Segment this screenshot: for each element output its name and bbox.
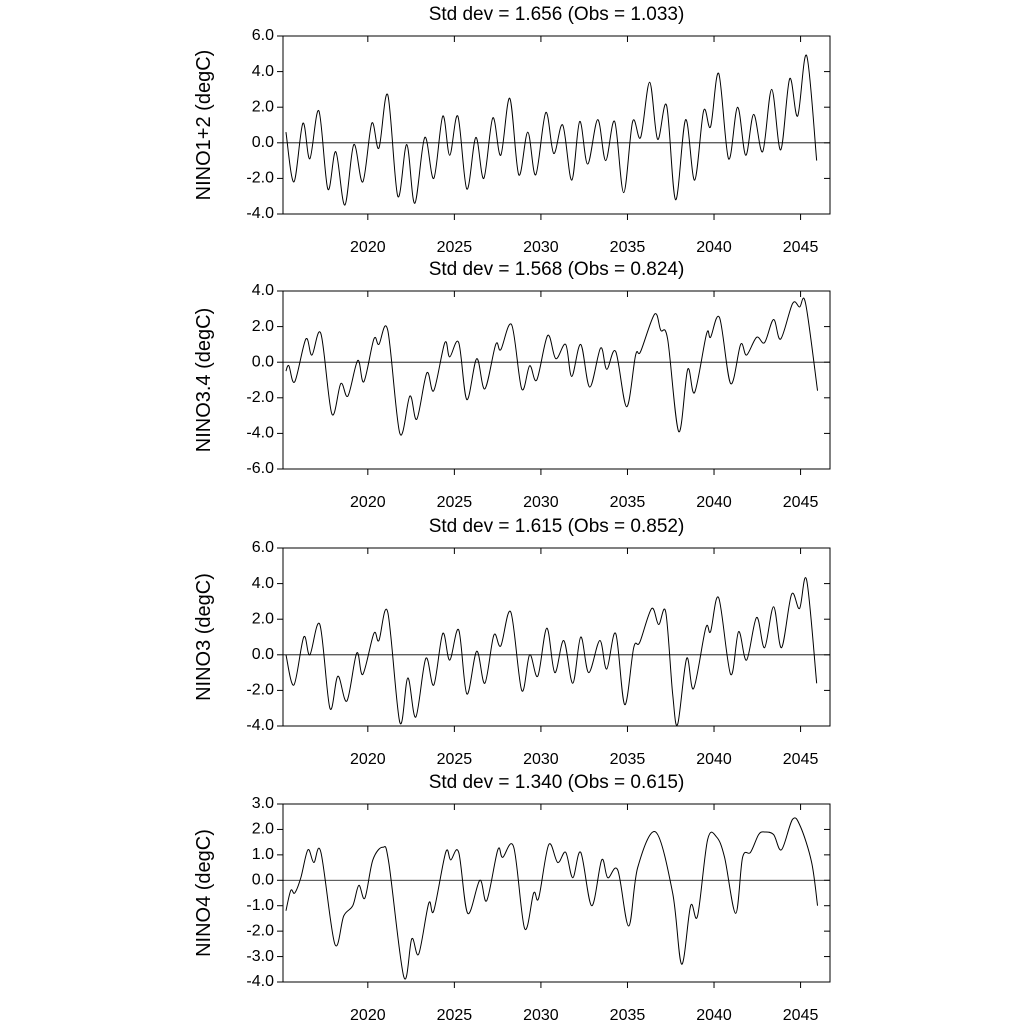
x-tick-label: 2030 bbox=[523, 1007, 559, 1024]
x-tick-label: 2040 bbox=[696, 1007, 732, 1024]
data-line bbox=[285, 55, 818, 206]
plot-frame bbox=[282, 290, 831, 470]
data-line bbox=[285, 577, 818, 726]
y-tick-label: 2.0 bbox=[252, 610, 274, 627]
x-tick-label: 2020 bbox=[350, 1007, 386, 1024]
x-tick-label: 2035 bbox=[610, 1007, 646, 1024]
panel: Std dev = 1.656 (Obs = 1.033) NINO1+2 (de… bbox=[193, 4, 831, 256]
y-tick-label: -4.0 bbox=[246, 425, 274, 442]
x-tick-label: 2025 bbox=[437, 494, 473, 511]
y-tick-label: -2.0 bbox=[246, 170, 274, 187]
y-tick-label: 6.0 bbox=[252, 27, 274, 44]
y-tick-label: -2.0 bbox=[246, 922, 274, 939]
panel: Std dev = 1.615 (Obs = 0.852) NINO3 (degC… bbox=[193, 516, 831, 768]
y-tick-label: -4.0 bbox=[246, 717, 274, 734]
x-tick-label: 2025 bbox=[437, 239, 473, 256]
y-tick-label: -1.0 bbox=[246, 897, 274, 914]
x-tick-label: 2030 bbox=[523, 239, 559, 256]
y-tick-label: 0.0 bbox=[252, 134, 274, 151]
plot-frame bbox=[282, 803, 831, 983]
x-tick-label: 2045 bbox=[783, 751, 819, 768]
x-tick-label: 2035 bbox=[610, 494, 646, 511]
panel-title: Std dev = 1.615 (Obs = 0.852) bbox=[429, 516, 685, 537]
panel-title: Std dev = 1.568 (Obs = 0.824) bbox=[429, 259, 685, 280]
y-tick-label: -4.0 bbox=[246, 973, 274, 990]
y-tick-label: 1.0 bbox=[252, 846, 274, 863]
y-tick-label: -3.0 bbox=[246, 948, 274, 965]
panel-title: Std dev = 1.340 (Obs = 0.615) bbox=[429, 772, 685, 793]
plot-frame bbox=[282, 35, 831, 215]
panel: Std dev = 1.340 (Obs = 0.615) NINO4 (degC… bbox=[193, 772, 831, 1024]
y-tick-label: 2.0 bbox=[252, 98, 274, 115]
x-tick-label: 2045 bbox=[783, 1007, 819, 1024]
x-tick-label: 2045 bbox=[783, 494, 819, 511]
y-axis-label: NINO3 (degC) bbox=[193, 573, 215, 701]
x-tick-label: 2035 bbox=[610, 239, 646, 256]
y-tick-label: -2.0 bbox=[246, 682, 274, 699]
x-tick-label: 2040 bbox=[696, 239, 732, 256]
x-tick-label: 2025 bbox=[437, 1007, 473, 1024]
x-tick-label: 2030 bbox=[523, 751, 559, 768]
x-tick-label: 2020 bbox=[350, 494, 386, 511]
y-tick-label: 2.0 bbox=[252, 821, 274, 838]
x-tick-label: 2040 bbox=[696, 494, 732, 511]
y-tick-label: 6.0 bbox=[252, 539, 274, 556]
y-tick-label: -4.0 bbox=[246, 205, 274, 222]
x-tick-label: 2040 bbox=[696, 751, 732, 768]
y-tick-label: 3.0 bbox=[252, 795, 274, 812]
y-axis-label: NINO1+2 (degC) bbox=[193, 50, 215, 201]
y-tick-label: -6.0 bbox=[246, 460, 274, 477]
x-tick-label: 2045 bbox=[783, 239, 819, 256]
panel: Std dev = 1.568 (Obs = 0.824) NINO3.4 (de… bbox=[193, 259, 831, 511]
panel-title: Std dev = 1.656 (Obs = 1.033) bbox=[429, 4, 685, 25]
plot-frame bbox=[282, 547, 831, 727]
x-tick-label: 2020 bbox=[350, 751, 386, 768]
y-tick-label: -2.0 bbox=[246, 389, 274, 406]
x-tick-label: 2020 bbox=[350, 239, 386, 256]
y-tick-label: 0.0 bbox=[252, 872, 274, 889]
data-line bbox=[285, 817, 819, 980]
y-tick-label: 0.0 bbox=[252, 353, 274, 370]
y-axis-label: NINO4 (degC) bbox=[193, 829, 215, 957]
x-tick-label: 2025 bbox=[437, 751, 473, 768]
y-tick-label: 4.0 bbox=[252, 63, 274, 80]
y-tick-label: 2.0 bbox=[252, 318, 274, 335]
y-tick-label: 4.0 bbox=[252, 575, 274, 592]
y-tick-label: 0.0 bbox=[252, 646, 274, 663]
y-tick-label: 4.0 bbox=[252, 282, 274, 299]
x-tick-label: 2030 bbox=[523, 494, 559, 511]
x-tick-label: 2035 bbox=[610, 751, 646, 768]
y-axis-label: NINO3.4 (degC) bbox=[193, 308, 215, 453]
data-line bbox=[285, 297, 819, 436]
